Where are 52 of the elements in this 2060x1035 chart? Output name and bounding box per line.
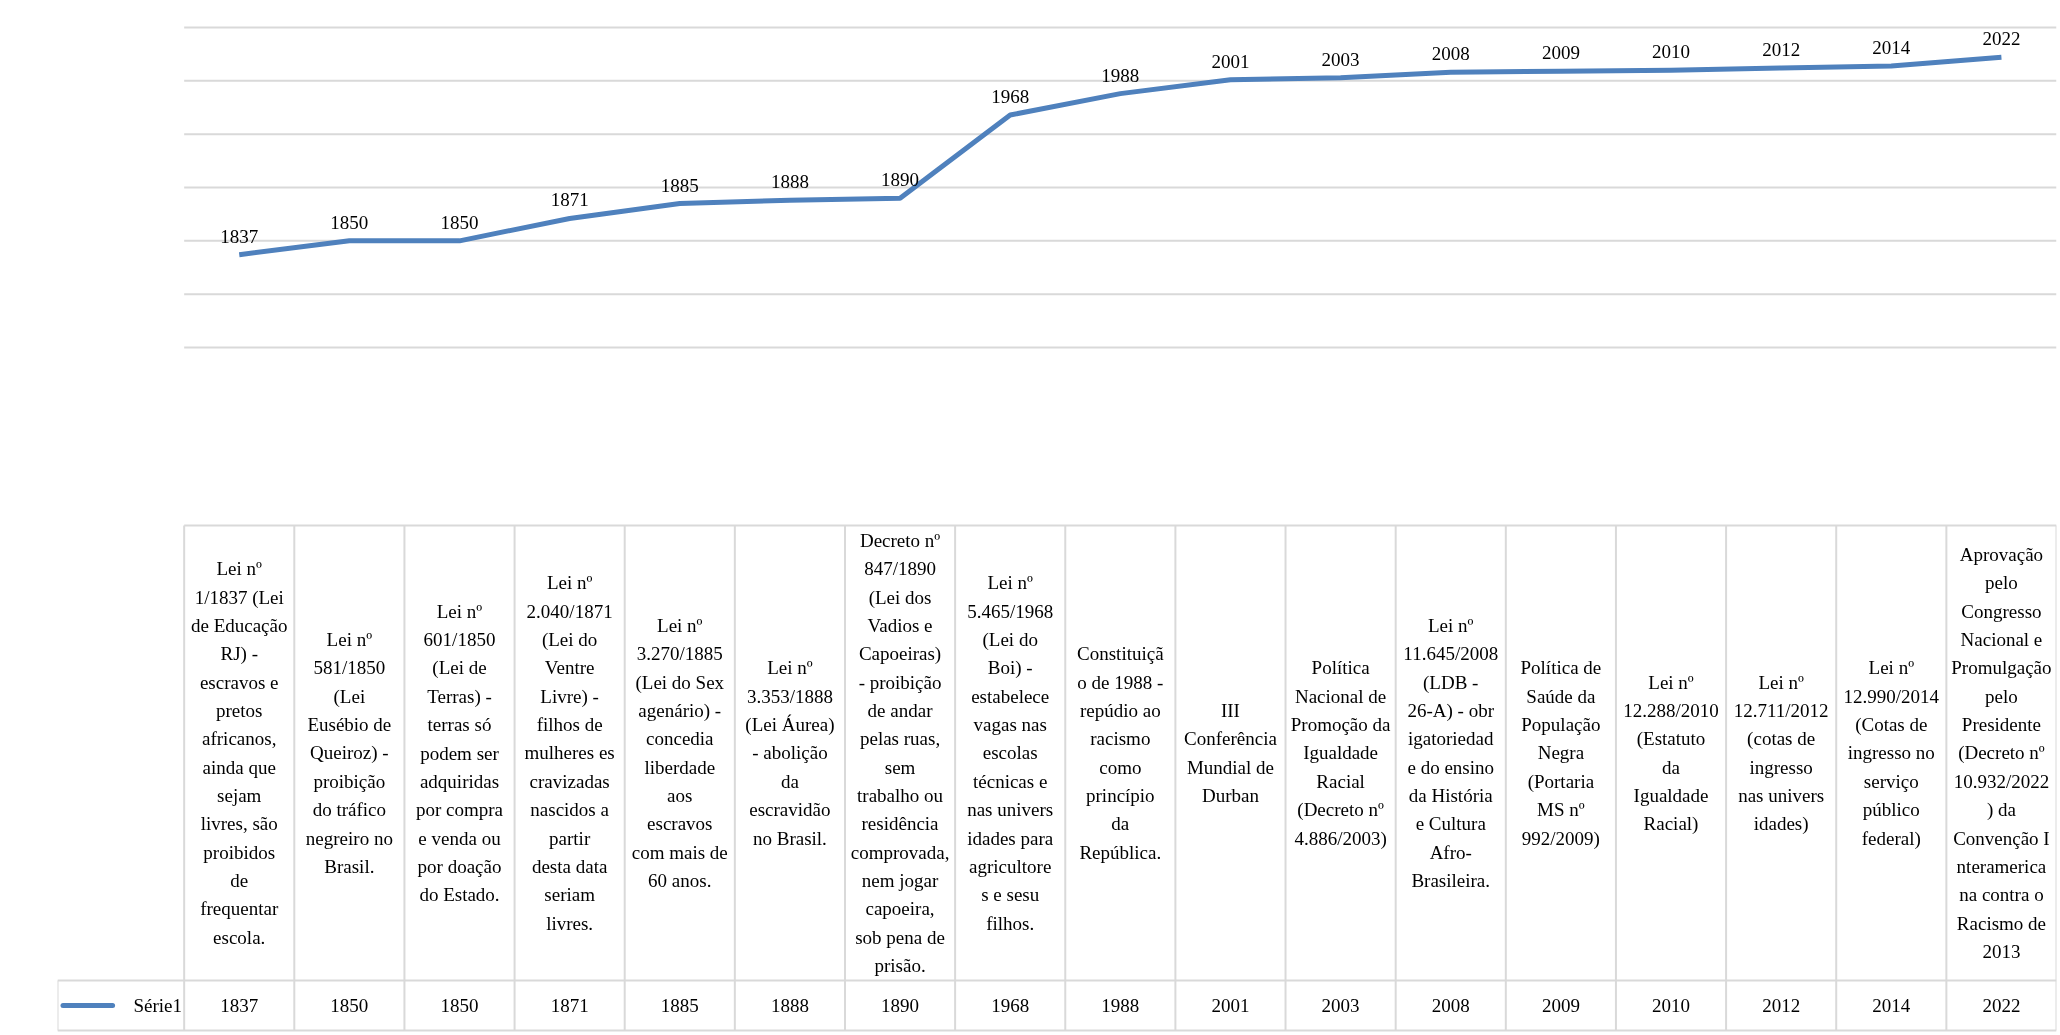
data-label: 1988 [1101, 995, 1140, 1016]
text: 1890 [881, 169, 920, 191]
data-label: 1968 [991, 995, 1030, 1016]
x-tick-label: Lei nº 12.711/2012 (cotas de ingresso nas universidades) [1733, 671, 1829, 836]
data-label: 1888 [770, 995, 809, 1016]
data-label: 1837 [220, 995, 259, 1016]
x-tick-label: Constituição de 1988 - repúdio ao racismo como princípio da República. [1077, 643, 1165, 863]
data-label: 1890 [881, 995, 920, 1016]
category-label: Lei nº 601/1850 (Lei de Terras) - terras só podem ser adquiridas por compra e venda ou por doação do Estado. [415, 600, 504, 906]
text: 2022 [1982, 28, 2021, 50]
category-label: Lei nº 3.270/1885 (Lei do Sexagenário) - concedia liberdade aos escravos com mais de 60 anos. [631, 614, 728, 892]
text: 2010 [1652, 41, 1691, 63]
category-label: Lei nº 2.040/1871 (Lei do Ventre Livre) - filhos de mulheres escravizadas nascidos a partir desta data seriam livres. [524, 572, 615, 934]
text: 2014 [1872, 36, 1911, 58]
data-label: 2003 [1321, 995, 1360, 1016]
data-label: 2014 [1872, 995, 1911, 1016]
text: 2012 [1762, 39, 1801, 61]
category-label: Lei nº 581/1850 (Lei Eusébio de Queiroz) - proibição do tráfico negreiro no Brasil. [305, 629, 393, 877]
x-tick-label: III Conferência Mundial de Durban [1184, 699, 1278, 807]
text: 2009 [1541, 42, 1580, 64]
text: 2008 [1431, 43, 1470, 65]
text: 1968 [991, 85, 1030, 107]
text: 1850 [330, 211, 369, 233]
category-label: Aprovação pelo Congresso Nacional e Promulgação pelo Presidente (Decreto nº 10.932/2022) da Convenção Interamericana contra o Racismo de 2013 [1951, 544, 2052, 962]
data-label: 1871 [550, 995, 589, 1016]
text: 1850 [440, 211, 479, 233]
data-label: 2012 [1762, 995, 1801, 1016]
data-label: 2022 [1982, 995, 2021, 1016]
category-label: Lei nº 1/1837 (Lei de Educação RJ) - escravos e pretos africanos, ainda que sejam livres, são proibidos de frequentar escola. [190, 558, 288, 948]
text: 1888 [770, 171, 809, 193]
x-tick-label: Lei nº 12.990/2014 (Cotas de ingresso no serviço público federal) [1843, 657, 1940, 850]
x-tick-label: Lei nº 12.288/2010 (Estatuto da Igualdade Racial) [1623, 671, 1719, 836]
text: 1988 [1101, 64, 1140, 86]
data-label: 2008 [1431, 995, 1470, 1016]
text: 1871 [550, 189, 589, 211]
data-label: 2010 [1652, 995, 1691, 1016]
category-label: Lei nº 5.465/1968 (Lei do Boi) - estabelece vagas nas escolas técnicas e nas universidades para agricultores e sesu filhos. [967, 572, 1054, 934]
x-tick-label: Política Nacional de Promoção da Igualdade Racial (Decreto nº 4.886/2003) [1290, 657, 1392, 850]
data-label: 2001 [1211, 995, 1250, 1016]
category-label: Decreto nº 847/1890 (Lei dos Vadios e Capoeiras) - proibição de andar pelas ruas, sem trabalho ou residência comprovada, nem jogar capoeira, sob pena de prisão. [850, 529, 950, 977]
text: 1885 [660, 174, 699, 196]
category-label: Lei nº 11.645/2008 (LDB - 26-A) - obrigatoriedade do ensino da História e Cultura Afro-Brasileira. [1403, 614, 1499, 892]
data-label: 1885 [660, 995, 699, 1016]
data-label: 1850 [330, 995, 369, 1016]
data-label: 1850 [440, 995, 479, 1016]
legend-label: Série1 [133, 995, 182, 1016]
text: 2001 [1211, 50, 1250, 72]
x-tick-label: Política de Saúde da População Negra (Portaria MS nº 992/2009) [1520, 657, 1602, 850]
x-tick-label: Lei nº 3.353/1888 (Lei Áurea) - abolição da escravidão no Brasil. [745, 657, 835, 849]
data-label: 2009 [1541, 995, 1580, 1016]
text: 2003 [1321, 48, 1360, 70]
text: 1837 [220, 225, 259, 247]
